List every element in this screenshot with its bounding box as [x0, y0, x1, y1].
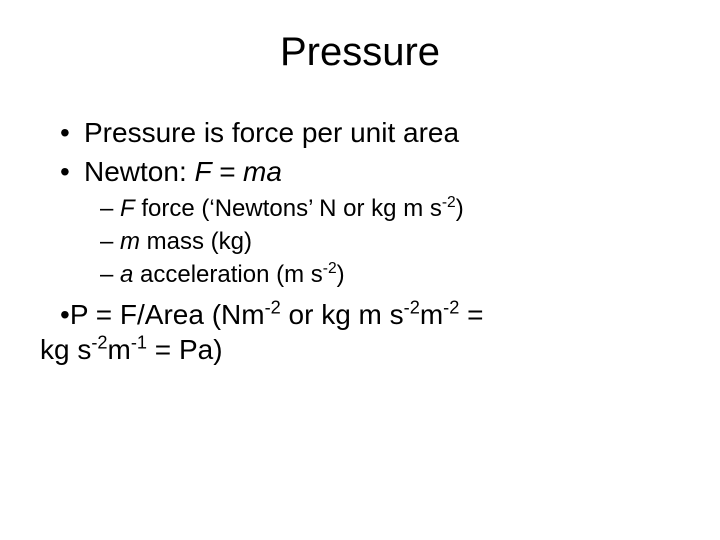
text-part: ) — [456, 195, 464, 222]
var-f: F — [120, 195, 135, 222]
text-part: m — [108, 334, 131, 365]
text-part: kg s — [40, 334, 91, 365]
superscript: -1 — [131, 332, 147, 352]
text-part: P = F/Area (Nm — [70, 299, 265, 330]
bullet-pressure-formula: •P = F/Area (Nm-2 or kg m s-2m-2 = kg s-… — [60, 297, 680, 367]
bullet-marker: • — [60, 154, 84, 189]
text-part: or kg m s — [281, 299, 404, 330]
var-m: m — [120, 228, 140, 255]
text-part: m — [420, 299, 443, 330]
slide: Pressure •Pressure is force per unit are… — [0, 0, 720, 540]
formula: F = ma — [195, 156, 282, 187]
sub-bullet-force: –F force (‘Newtons’ N or kg m s-2) — [100, 193, 680, 224]
superscript: -2 — [91, 332, 107, 352]
superscript: -2 — [323, 260, 337, 277]
text-part: acceleration (m s — [133, 261, 322, 288]
bullet-marker: • — [60, 115, 84, 150]
text-part: force (‘Newtons’ N or kg m s — [135, 195, 442, 222]
sub-bullet-acceleration: –a acceleration (m s-2) — [100, 259, 680, 290]
superscript: -2 — [404, 297, 420, 317]
dash-marker: – — [100, 259, 120, 290]
dash-marker: – — [100, 193, 120, 224]
superscript: -2 — [265, 297, 281, 317]
text-part: mass (kg) — [140, 228, 252, 255]
dash-marker: – — [100, 226, 120, 257]
text-part: = Pa) — [147, 334, 222, 365]
var-a: a — [120, 261, 133, 288]
text-part: ) — [337, 261, 345, 288]
slide-title: Pressure — [40, 30, 680, 75]
bullet-newton: •Newton: F = ma — [60, 154, 680, 189]
superscript: -2 — [443, 297, 459, 317]
sub-bullet-mass: –m mass (kg) — [100, 226, 680, 257]
bullet-text: Pressure is force per unit area — [84, 117, 459, 148]
bullet-text: Newton: — [84, 156, 195, 187]
continuation-line: kg s-2m-1 = Pa) — [40, 332, 680, 367]
superscript: -2 — [442, 194, 456, 211]
bullet-pressure-definition: •Pressure is force per unit area — [60, 115, 680, 150]
text-part: = — [459, 299, 483, 330]
bullet-marker: • — [60, 299, 70, 330]
